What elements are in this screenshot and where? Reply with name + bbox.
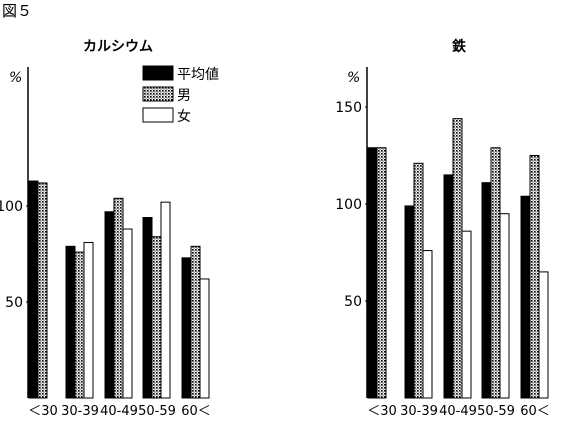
chart-iron: 鉄 % 50 100 150 ＜30 30-39 40-49 50-59 60＜ [335, 38, 550, 419]
y-tick-label: 100 [335, 197, 362, 213]
x-tick-label: ＜30 [367, 404, 397, 419]
chart-calcium: カルシウム % 50 100 ＜30 30-39 40-49 50-59 60＜ [0, 39, 211, 419]
chart-iron-y-ticks: 50 100 150 [335, 100, 367, 310]
bar-male [490, 147, 501, 399]
y-tick-label: 100 [0, 199, 23, 215]
x-tick-label: 60＜ [181, 404, 211, 419]
legend: 平均値 男 女 [142, 65, 219, 125]
bar-average [520, 195, 531, 399]
x-tick-label: 30-39 [61, 404, 99, 419]
bar-male [113, 197, 124, 399]
bar-male [151, 236, 162, 399]
bar-male [74, 251, 85, 399]
bar-male [413, 162, 424, 399]
bar-female [499, 213, 510, 399]
y-tick-label: 50 [5, 295, 23, 311]
bar-male [529, 155, 540, 399]
bar-male [376, 147, 387, 399]
chart-calcium-y-ticks: 50 100 [0, 199, 28, 311]
x-tick-label: 60＜ [520, 404, 550, 419]
x-tick-label: 40-49 [100, 404, 138, 419]
x-tick-label: 50-59 [477, 404, 515, 419]
bar-average [481, 182, 492, 399]
bar-female [461, 230, 472, 399]
bar-average [181, 257, 192, 399]
y-tick-label: 50 [344, 294, 362, 310]
bar-female [122, 228, 133, 399]
legend-swatch-male [142, 86, 174, 102]
bar-male [37, 182, 48, 399]
bar-female [83, 241, 94, 399]
chart-calcium-bars [28, 180, 210, 399]
x-tick-label: 50-59 [138, 404, 176, 419]
figure-label: 図５ [2, 2, 32, 20]
bar-female [160, 201, 171, 399]
bar-male [190, 245, 201, 399]
chart-calcium-x-labels: ＜30 30-39 40-49 50-59 60＜ [28, 404, 211, 419]
chart-calcium-unit: % [9, 70, 22, 86]
chart-calcium-title: カルシウム [83, 39, 153, 55]
bar-female [538, 271, 549, 399]
x-tick-label: 40-49 [439, 404, 477, 419]
chart-iron-unit: % [347, 70, 360, 86]
legend-label-average: 平均値 [177, 67, 219, 83]
x-tick-label: 30-39 [400, 404, 438, 419]
bar-average [104, 211, 115, 399]
legend-label-female: 女 [177, 108, 191, 125]
x-tick-label: ＜30 [28, 404, 58, 419]
legend-label-male: 男 [177, 88, 191, 104]
bar-average [404, 205, 415, 399]
legend-swatch-average [142, 65, 174, 81]
chart-iron-bars [367, 118, 549, 399]
bar-average [65, 245, 76, 399]
bar-average [142, 217, 153, 399]
bar-male [452, 118, 463, 399]
chart-iron-title: 鉄 [452, 38, 467, 55]
bar-average [443, 174, 454, 399]
bar-female [199, 278, 210, 399]
bar-average [28, 180, 39, 399]
y-tick-label: 150 [335, 100, 362, 116]
legend-swatch-female [142, 107, 174, 123]
bar-female [422, 250, 433, 399]
chart-iron-x-labels: ＜30 30-39 40-49 50-59 60＜ [367, 404, 550, 419]
bar-average [367, 147, 378, 399]
